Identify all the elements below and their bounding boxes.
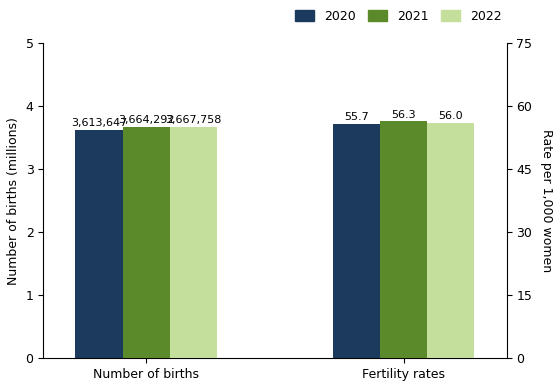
Y-axis label: Rate per 1,000 women: Rate per 1,000 women [540,129,553,272]
Text: 56.0: 56.0 [438,111,463,121]
Bar [333,124,380,359]
Text: 3,667,758: 3,667,758 [165,115,222,125]
Text: 55.7: 55.7 [344,112,368,122]
Bar [427,123,474,359]
Bar [380,121,427,359]
Text: 56.3: 56.3 [391,109,416,120]
Bar [123,127,170,359]
Bar [170,127,217,359]
Text: 3,664,292: 3,664,292 [118,115,174,125]
Y-axis label: Number of births (millions): Number of births (millions) [7,117,20,284]
Legend: 2020, 2021, 2022: 2020, 2021, 2022 [290,5,506,28]
Text: 3,613,647: 3,613,647 [71,118,127,128]
Bar [76,130,123,359]
